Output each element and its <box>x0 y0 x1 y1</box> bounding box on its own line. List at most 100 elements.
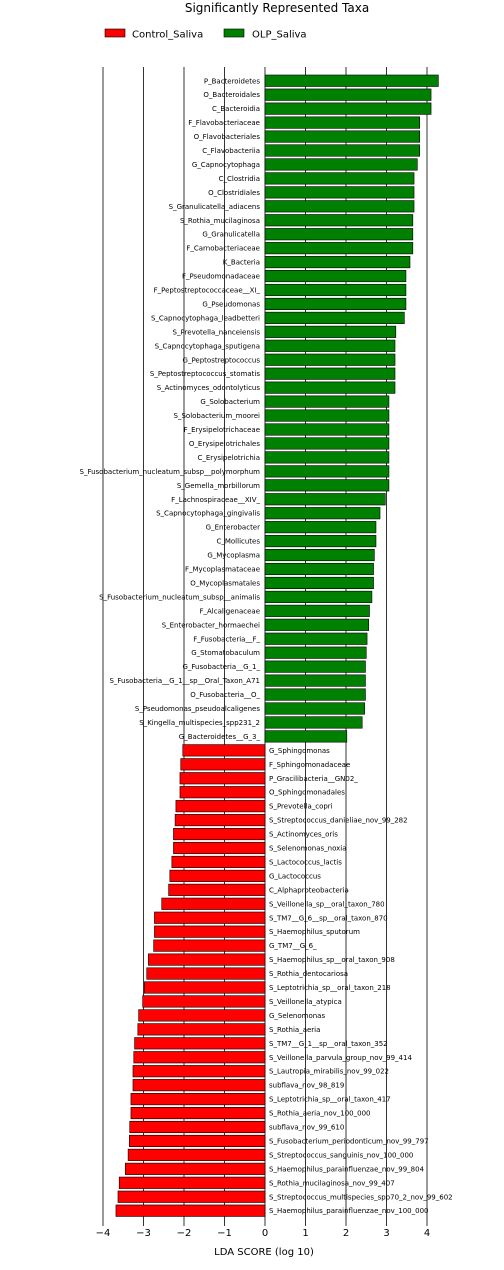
bar <box>264 256 411 269</box>
chart-title: Significantly Represented Taxa <box>185 1 369 15</box>
bar-label: G_Lactococcus <box>269 872 321 880</box>
bar-label: S_Rothia_aeria <box>269 1026 320 1034</box>
bar-labels: P_Bacteroidetes O_Bacteroidales C_Bacteroi… <box>80 77 453 1215</box>
bar <box>264 479 390 492</box>
bar <box>154 925 266 938</box>
tick-label: −1 <box>217 1228 232 1239</box>
bar-label: C_Flavobacteriia <box>202 147 260 155</box>
bar <box>264 548 375 562</box>
bar <box>129 1134 266 1147</box>
bar-label: S_Haemophilus_sputorum <box>269 928 360 936</box>
bar <box>264 172 415 185</box>
tick-label: −4 <box>96 1228 111 1239</box>
bar <box>153 939 266 952</box>
bar-label: F_Sphingomonadaceae <box>269 761 350 769</box>
bar <box>115 1204 266 1217</box>
bar <box>117 1190 266 1203</box>
bar-label: S_Rothia_dentocariosa <box>269 970 348 978</box>
bar-label: S_Enterobacter_hormaechei <box>162 621 260 629</box>
bar <box>264 242 414 255</box>
bar-label: S_Streptococcus_sanguinis_nov_100_000 <box>269 1151 413 1159</box>
bar <box>264 590 373 603</box>
tick-label: 2 <box>343 1228 349 1239</box>
bar-label: G_TM7__G_6_ <box>269 942 317 950</box>
bar-label: C_Bacteroidia <box>212 105 260 113</box>
bar <box>264 423 390 436</box>
bar-label: S_Haemophilus_parainfluenzae_nov_99_804 <box>269 1165 425 1173</box>
bar <box>173 827 266 841</box>
bar-label: S_TM7__G_1__sp__oral_taxon_352 <box>269 1040 388 1048</box>
bar-label: O_Bacteroidales <box>203 91 260 99</box>
bar <box>168 883 266 896</box>
bar <box>130 1093 266 1106</box>
legend-swatch-olp <box>223 28 245 38</box>
bar <box>264 214 414 227</box>
bar-label: F_Mycoplasmataceae <box>185 566 260 574</box>
bar-label: F_Peptostreptococcaceae__XI_ <box>154 287 261 295</box>
bar-label: F_Lachnospiraceae__XIV_ <box>171 496 260 504</box>
bar <box>133 1051 266 1064</box>
bar <box>264 339 396 352</box>
bar-label: S_Rothia_aeria_nov_100_000 <box>269 1110 370 1118</box>
bar-label: S_Leptotrichia_sp__oral_taxon_417 <box>269 1096 391 1104</box>
bar-label: O_Fusobacteria__O_ <box>190 691 260 699</box>
tick-label: 1 <box>302 1228 308 1239</box>
bar-label: G_Sphingomonas <box>269 747 330 755</box>
bar-label: S_Capnocytophaga_leadbetteri <box>151 314 260 322</box>
bar <box>146 967 266 980</box>
bar-label: S_Pseudomonas_pseudoalcaligenes <box>135 705 260 713</box>
bar-label: S_Veillonella_atypica <box>269 998 342 1006</box>
bar-label: G_Mycoplasma <box>207 552 260 560</box>
bar <box>169 869 266 882</box>
bar-label: S_Leptotrichia_sp__oral_taxon_218 <box>269 984 391 992</box>
bar <box>179 786 266 799</box>
bar <box>264 158 418 171</box>
legend-label-olp: OLP_Saliva <box>252 30 307 41</box>
bar <box>142 995 266 1008</box>
bar <box>154 911 266 924</box>
bar-label: S_Streptococcus_multispecies_spp70_2_nov… <box>269 1193 453 1201</box>
bar-label: S_Lautropia_mirabilis_nov_99_022 <box>269 1068 389 1076</box>
bar <box>264 674 366 687</box>
bar-label: S_Solobacterium_moorei <box>174 412 261 420</box>
bar-label: G_Stomatobaculum <box>191 649 260 657</box>
bar-label: C_Erysipelotrichia <box>198 454 261 462</box>
bar <box>264 130 421 143</box>
bar <box>173 841 266 855</box>
bar-label: O_Sphingomonadales <box>269 789 345 797</box>
bar <box>182 744 266 757</box>
bar-label: S_Streptococcus_danieliae_nov_99_282 <box>269 817 408 825</box>
bar-label: G_Granulicatella <box>202 231 260 239</box>
bar-label: S_Rothia_mucilaginosa_nov_99_407 <box>269 1179 395 1187</box>
bar <box>264 688 366 701</box>
bar <box>264 716 363 729</box>
bar <box>264 297 407 311</box>
bar <box>264 269 407 283</box>
bar-label: C_Clostridia <box>219 175 260 183</box>
bar-label: S_Fusobacterium_periodonticum_nov_99_797 <box>269 1137 429 1145</box>
bar <box>137 1023 266 1036</box>
bar-label: S_Kingella_multispecies_spp231_2 <box>139 719 260 727</box>
bar-label: S_Granulicatella_adiacens <box>169 203 261 211</box>
bar <box>264 200 415 213</box>
bar <box>132 1065 266 1078</box>
bar-label: C_Alphaproteobacteria <box>269 886 349 894</box>
bar-label: G_Peptostreptococcus <box>183 356 261 364</box>
bar-label: S_Gemella_morbillorum <box>177 482 260 490</box>
bar <box>264 311 405 324</box>
bar <box>264 618 369 631</box>
bar <box>264 102 432 115</box>
x-axis-label: LDA SCORE (log 10) <box>214 1247 314 1258</box>
bar-label: F_Flavobacteriaceae <box>188 119 260 127</box>
legend: Control_Saliva OLP_Saliva <box>104 28 307 41</box>
bar <box>264 228 414 241</box>
bar-label: G_Fusobacteria__G_1_ <box>182 663 260 671</box>
bar <box>264 730 348 743</box>
bar <box>161 897 266 910</box>
legend-swatch-control <box>104 28 126 38</box>
bar <box>171 855 266 869</box>
bar-label: K_Bacteria <box>223 259 260 267</box>
bar <box>264 576 374 590</box>
tick-label: 0 <box>262 1228 268 1239</box>
